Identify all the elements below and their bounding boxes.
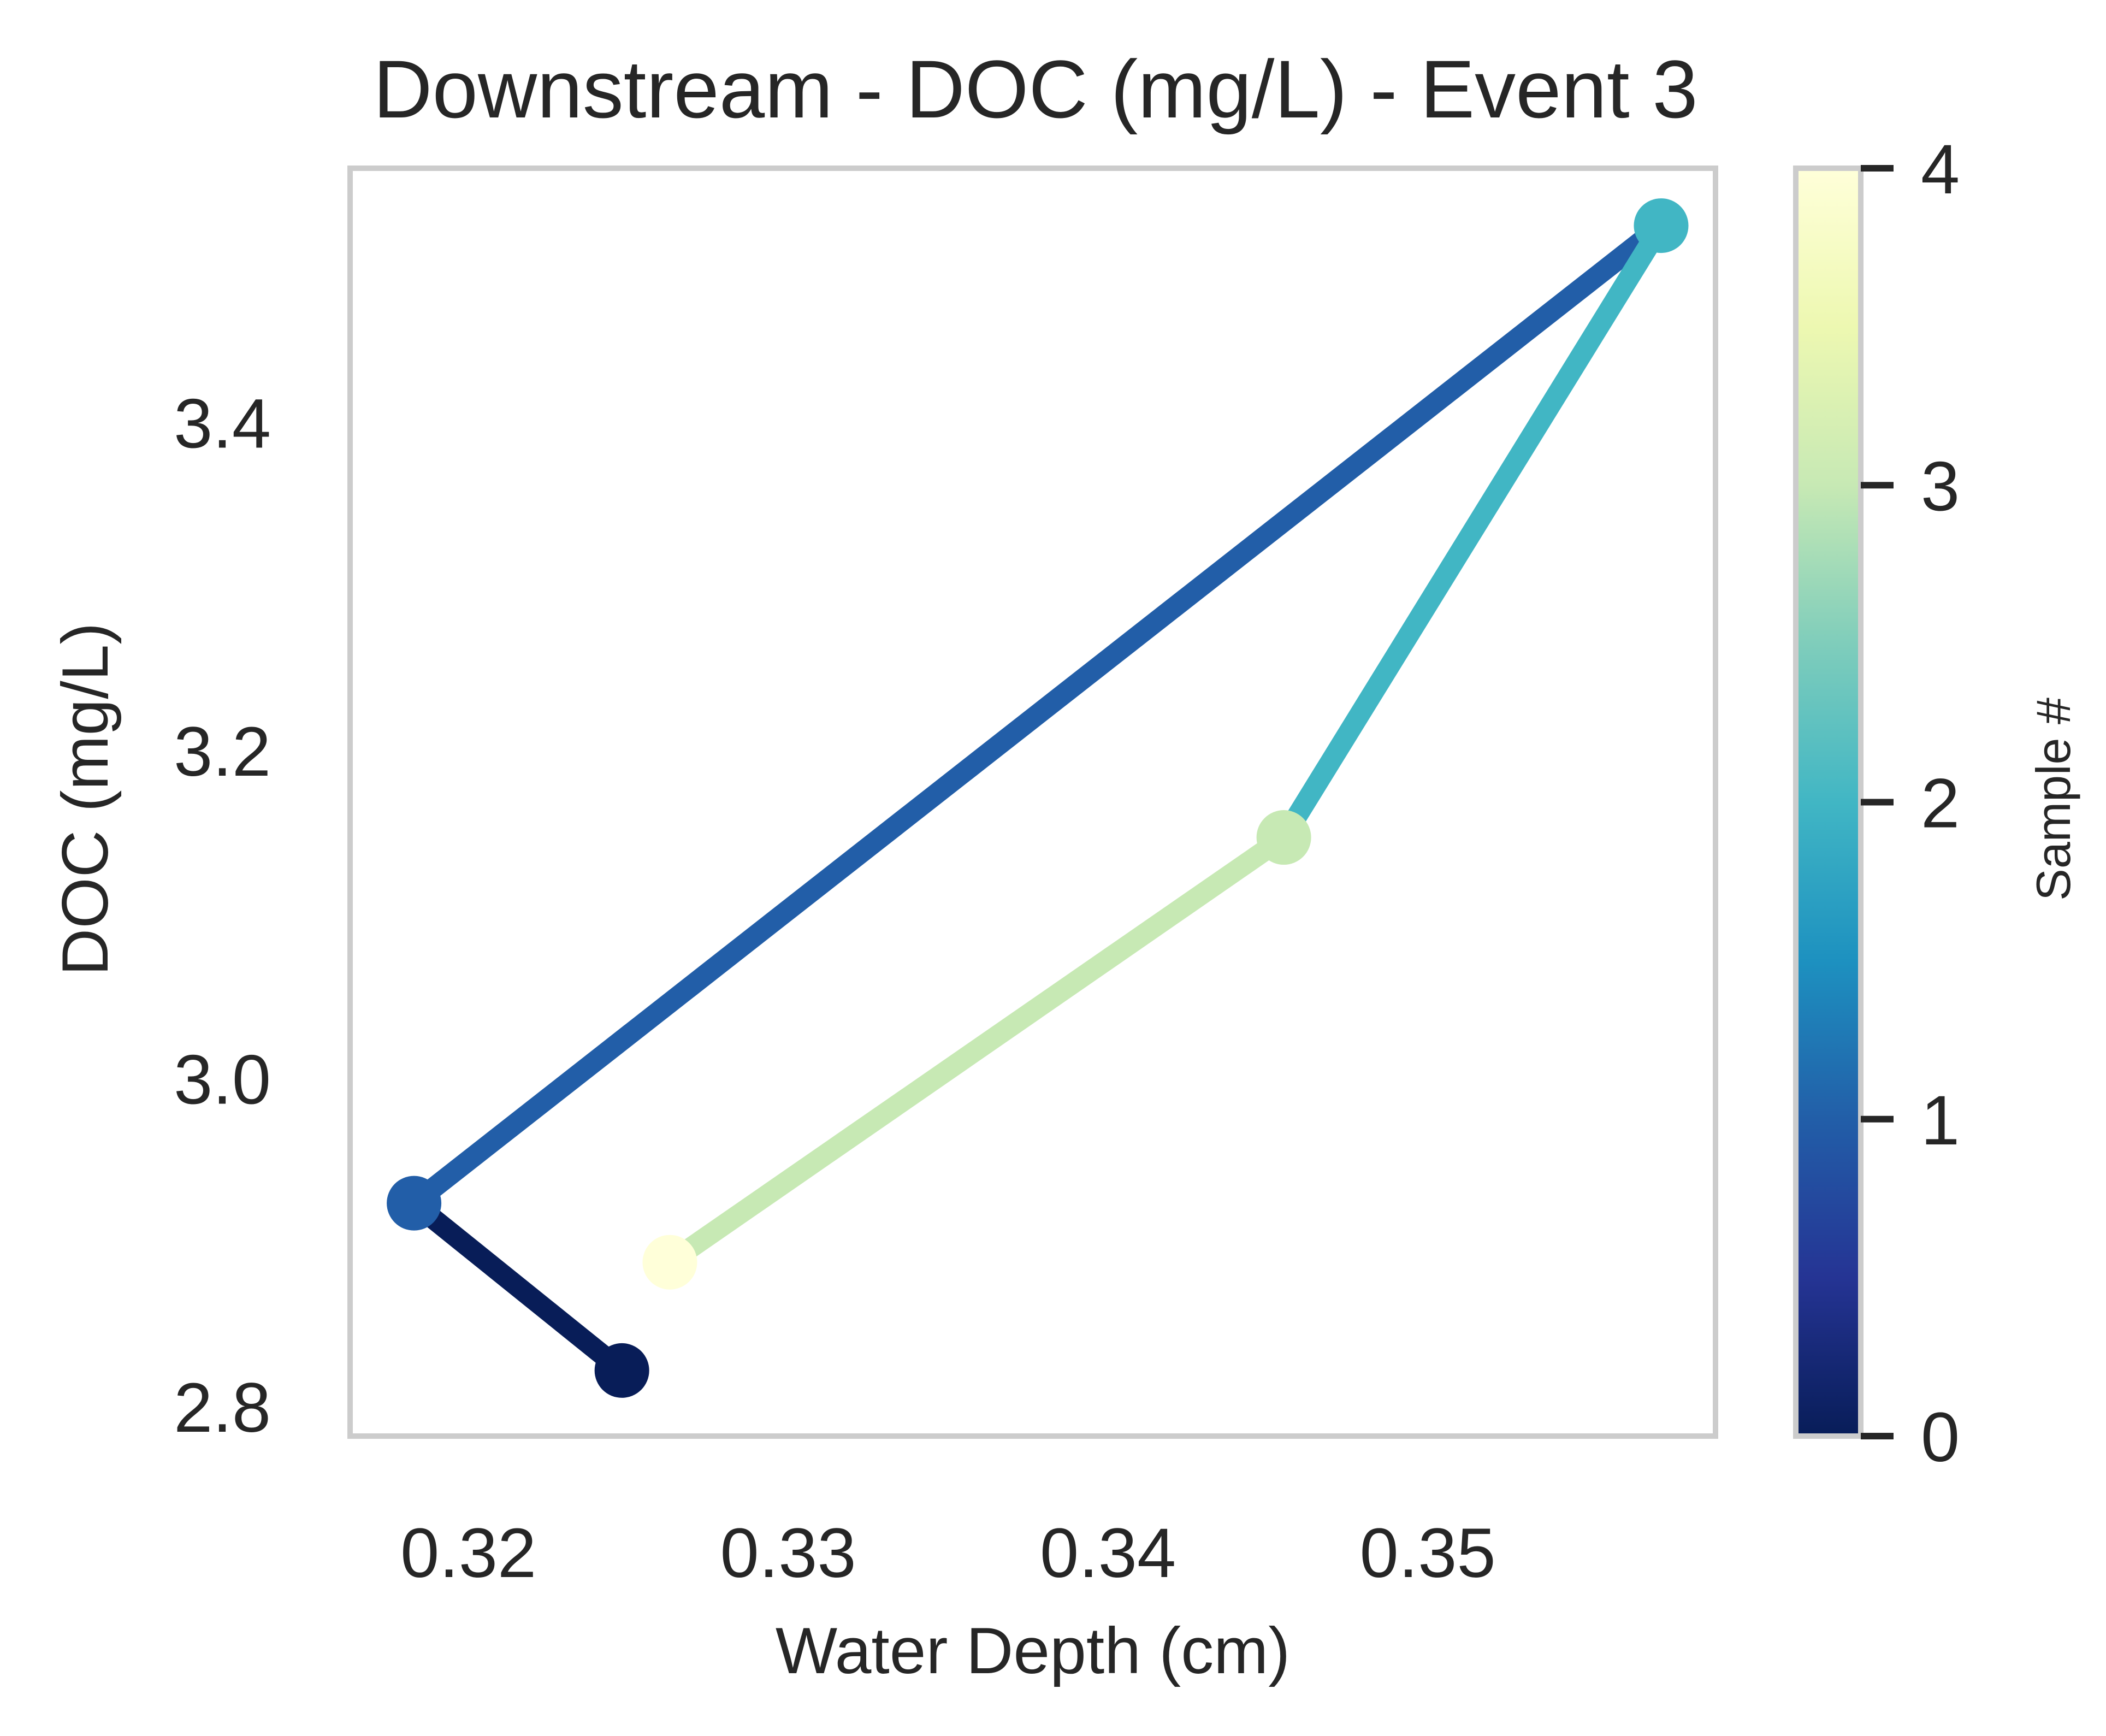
colorbar-tick-label: 0 [1921,1398,1960,1477]
data-point-3 [1256,810,1311,865]
colorbar-tick-label: 4 [1921,131,1960,209]
plot-area [347,166,1718,1439]
line-segment-1-2 [407,217,1668,1212]
data-points [387,198,1689,1398]
data-point-4 [642,1235,697,1290]
colorbar-ticks: 0 1 2 3 4 [1861,131,1960,1477]
colorbar-tick-label: 2 [1921,765,1960,843]
x-axis-label: Water Depth (cm) [776,1614,1290,1687]
x-tick-label: 0.33 [720,1514,856,1592]
colorbar-label: Sample # [2026,698,2080,901]
colorbar [1793,166,1864,1439]
data-point-0 [594,1343,649,1398]
x-tick-label: 0.34 [1040,1514,1176,1592]
x-axis-ticks: 0.32 0.33 0.34 0.35 [400,1514,1496,1592]
y-tick-label: 3.4 [174,385,271,463]
line-segment-3-4 [664,829,1290,1271]
chart-title: Downstream - DOC (mg/L) - Event 3 [373,43,1698,135]
data-point-1 [387,1176,442,1231]
y-tick-label: 3.2 [174,713,271,791]
colorbar-tick-label: 3 [1921,447,1960,525]
y-axis-label: DOC (mg/L) [49,623,122,976]
y-axis-ticks: 2.8 3.0 3.2 3.4 [174,385,271,1447]
line-segment-2-3 [1275,220,1670,843]
x-tick-label: 0.35 [1360,1514,1496,1592]
y-tick-label: 3.0 [174,1041,271,1119]
line-segment-0-1 [407,1195,629,1379]
data-lines [407,217,1670,1379]
colorbar-tick-label: 1 [1921,1082,1960,1160]
x-tick-label: 0.32 [400,1514,536,1592]
y-tick-label: 2.8 [174,1369,271,1447]
data-point-2 [1634,198,1689,253]
